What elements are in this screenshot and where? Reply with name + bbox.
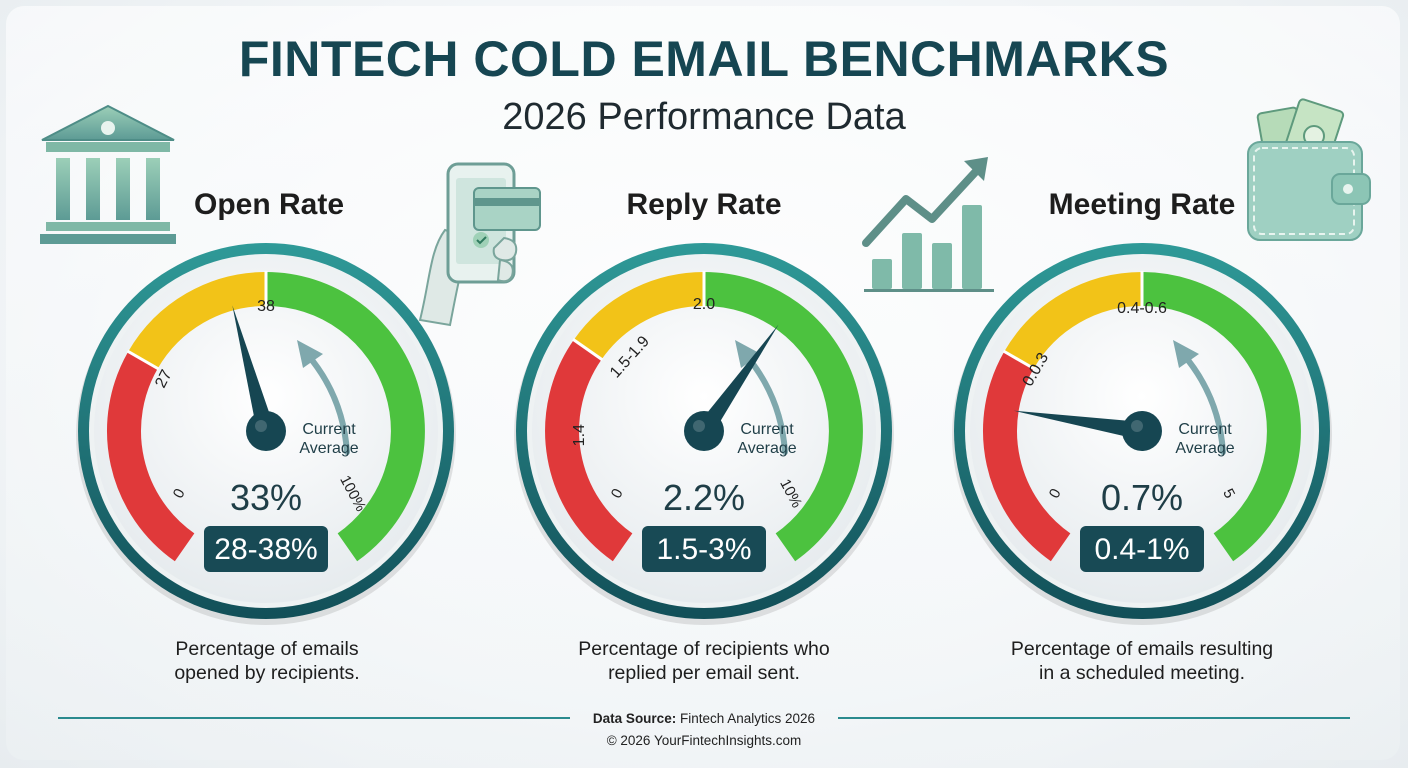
- mobile-payment-icon: [418, 162, 541, 327]
- gauge-zone-high: [265, 272, 425, 562]
- footer-source-label: Data Source:: [592, 711, 677, 726]
- current-average-label-line: Average: [1175, 440, 1234, 457]
- gauge-needle-hub: [684, 411, 724, 451]
- gauge-range-badge: [204, 526, 328, 572]
- growth-chart-icon: [862, 157, 994, 292]
- current-average-label: Current Average: [299, 421, 358, 457]
- gauge-meeting-rate: 0 5 0.0.3 0.4-0.6 Current Average 0.7% 0.4-1%: [947, 236, 1337, 626]
- gauge-zone-high: [1141, 272, 1301, 562]
- page-subtitle: 2026 Performance Data: [502, 96, 906, 138]
- gauge-needle-hub-shine: [255, 420, 267, 432]
- description-line: opened by recipients.: [174, 662, 360, 684]
- gauge-open-rate: 0 100% 27 38 Current Average 33% 28-38%: [71, 236, 461, 626]
- description-line: Percentage of recipients who: [578, 638, 830, 660]
- gauge-value: 33%: [230, 477, 302, 518]
- current-average-arrow: [304, 351, 350, 455]
- gauge-zone-high: [703, 272, 863, 562]
- description-reply-rate: Percentage of recipients who replied per…: [524, 637, 884, 685]
- gauge-title-meeting-rate: Meeting Rate: [1048, 188, 1236, 221]
- gauge-title-reply-rate: Reply Rate: [626, 188, 782, 221]
- description-meeting-rate: Percentage of emails resulting in a sche…: [962, 637, 1322, 685]
- wallet-icon: [1247, 98, 1371, 241]
- description-line: Percentage of emails: [175, 638, 359, 660]
- gauge-zone-low: [107, 351, 195, 562]
- gauge-tick-label: 2.0: [693, 296, 715, 313]
- current-average-label-line: Current: [1178, 421, 1232, 438]
- gauge-value: 2.2%: [663, 477, 745, 518]
- current-average-arrowhead: [297, 340, 323, 368]
- gauge-reply-rate: 0 10% 1.4 1.5-1.9 2.0 Current Average 2.2% 1.5-3…: [509, 236, 899, 626]
- gauge-range-label: 1.5-3%: [656, 533, 751, 566]
- gauge-needle-hub-shine: [693, 420, 705, 432]
- footer-divider-left: [58, 717, 570, 719]
- footer-source: Data Source: Fintech Analytics 2026: [0, 711, 1408, 726]
- description-line: in a scheduled meeting.: [1039, 662, 1245, 684]
- gauge-range-badge: [1080, 526, 1204, 572]
- gauge-zone-mid: [1004, 272, 1143, 369]
- current-average-label-line: Average: [737, 440, 796, 457]
- bank-icon: [40, 104, 176, 244]
- current-average-label: Current Average: [737, 421, 796, 457]
- gauge-zone-mid: [128, 272, 267, 369]
- zone-divider: [572, 337, 604, 362]
- current-average-label-line: Current: [740, 421, 794, 438]
- current-average-label-line: Current: [302, 421, 356, 438]
- zone-divider: [1002, 349, 1036, 371]
- footer-divider-right: [838, 717, 1350, 719]
- page-title: FINTECH COLD EMAIL BENCHMARKS: [238, 31, 1170, 87]
- current-average-arrow: [1180, 351, 1226, 455]
- gauge-range-label: 28-38%: [214, 533, 317, 566]
- gauge-title-open-rate: Open Rate: [193, 188, 345, 221]
- current-average-arrowhead: [1173, 340, 1199, 368]
- gauge-value: 0.7%: [1101, 477, 1183, 518]
- gauge-needle-hub-shine: [1131, 420, 1143, 432]
- gauge-needle-hub: [246, 411, 286, 451]
- description-line: Percentage of emails resulting: [1010, 638, 1274, 660]
- gauge-zone-low: [983, 351, 1071, 562]
- gauge-tick-label: 0.4-0.6: [1117, 300, 1167, 317]
- footer-copyright: © 2026 YourFintechInsights.com: [606, 733, 802, 748]
- current-average-label: Current Average: [1175, 421, 1234, 457]
- gauge-range-badge: [642, 526, 766, 572]
- current-average-label-line: Average: [299, 440, 358, 457]
- description-open-rate: Percentage of emails opened by recipient…: [87, 637, 447, 685]
- gauge-range-label: 0.4-1%: [1094, 533, 1189, 566]
- gauge-tick-label: 1.4: [571, 424, 588, 446]
- current-average-arrowhead: [735, 340, 761, 368]
- footer-source-value: Fintech Analytics 2026: [679, 711, 816, 726]
- zone-divider: [126, 349, 160, 371]
- gauge-needle-hub: [1122, 411, 1162, 451]
- gauge-zone-low: [545, 339, 633, 562]
- gauge-tick-label: 38: [257, 298, 275, 315]
- gauge-zone-mid: [573, 272, 705, 360]
- gauge-tick-label: 27: [152, 367, 175, 391]
- description-line: replied per email sent.: [608, 662, 800, 684]
